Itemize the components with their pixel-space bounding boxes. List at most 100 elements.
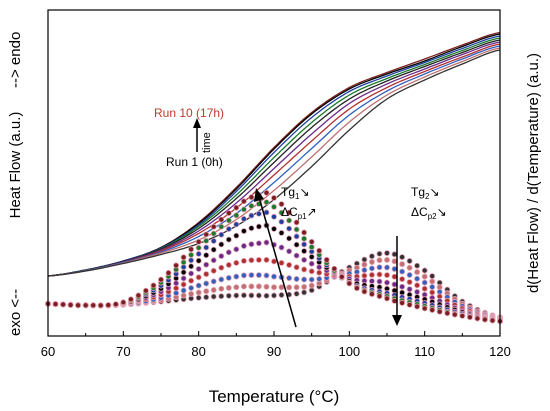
derivative-point [353,285,360,292]
derivative-point [218,216,225,223]
derivative-point [406,301,413,308]
derivative-point [233,259,240,266]
derivative-point [474,315,481,322]
derivative-point [286,209,293,216]
derivative-point [218,223,225,230]
x-tick-label: 70 [116,344,130,359]
derivative-point [376,250,383,257]
derivative-point [203,237,210,244]
derivative-point [263,239,270,246]
derivative-point [308,282,315,289]
heat-flow-line-7 [47,43,501,277]
tg2-label: Tg2↘ [411,185,440,201]
x-tick-label: 110 [414,344,435,359]
derivative-point [263,189,270,196]
derivative-point [210,223,217,230]
derivative-point [195,265,202,272]
heat-flow-series-group [47,31,501,277]
derivative-point [278,218,285,225]
derivative-point [195,294,202,301]
derivative-point [368,265,375,272]
y-axis-label-heat-flow: Heat Flow (a.u.) [7,112,24,219]
derivative-point [255,292,262,299]
derivative-point [414,282,421,289]
derivative-point [218,276,225,283]
derivative-point [195,274,202,281]
derivative-point [75,302,82,309]
derivative-point [489,317,496,324]
derivative-point [203,231,210,238]
y-axis-label-exo: exo <-- [7,289,24,336]
derivative-point [414,275,421,282]
derivative-point [293,241,300,248]
derivative-point [233,221,240,228]
derivative-point [225,284,232,291]
derivative-point [255,283,262,290]
derivative-point [188,246,195,253]
derivative-point [248,272,255,279]
x-tick-label: 80 [191,344,205,359]
derivative-point [414,262,421,269]
derivative-point [233,284,240,291]
derivative-point [263,272,270,279]
derivative-point [173,262,180,269]
derivative-series-1 [45,189,503,325]
x-tick-label: 100 [338,344,360,359]
derivative-point [301,241,308,248]
derivative-point [286,261,293,268]
heat-flow-line-8 [47,45,501,277]
derivative-point [255,256,262,263]
derivative-point [210,230,217,237]
tg1-arrow [254,188,297,328]
derivative-point [376,264,383,271]
derivative-point [286,235,293,242]
derivative-point [188,263,195,270]
derivative-point [270,292,277,299]
derivative-point [459,312,466,319]
tg1-label: Tg1↘ [281,185,310,201]
derivative-point [383,256,390,263]
derivative-point [376,278,383,285]
derivative-point [195,244,202,251]
derivative-point [316,269,323,276]
derivative-point [188,284,195,291]
derivative-point [120,299,127,306]
derivative-point [399,261,406,268]
derivative-point [225,274,232,281]
derivative-point [218,253,225,260]
derivative-point [383,250,390,257]
tg2-arrow [392,236,402,326]
derivative-point [278,244,285,251]
right-axis-label: d(Heat Flow) / d(Temperature) (a.u.) [525,53,542,293]
derivative-point [278,201,285,208]
derivative-point [203,280,210,287]
derivative-point [293,226,300,233]
derivative-point [383,272,390,279]
derivative-point [376,271,383,278]
derivative-point [263,256,270,263]
derivative-point [270,225,277,232]
derivative-point [263,283,270,290]
derivative-point [308,276,315,283]
derivative-point [180,287,187,294]
derivative-point [421,267,428,274]
derivative-point [203,294,210,301]
derivative-point [293,233,300,240]
derivative-point [308,244,315,251]
derivative-point [255,223,262,230]
derivative-point [361,261,368,268]
derivative-point [293,284,300,291]
derivative-point [248,212,255,219]
derivative-point [383,264,390,271]
derivative-point [316,247,323,254]
derivative-point [218,285,225,292]
derivative-point [301,248,308,255]
derivative-point [218,293,225,300]
derivative-point [270,213,277,220]
derivative-point [233,232,240,239]
derivative-point [293,219,300,226]
derivative-point [225,225,232,232]
derivative-point [286,275,293,282]
derivative-point [293,275,300,282]
